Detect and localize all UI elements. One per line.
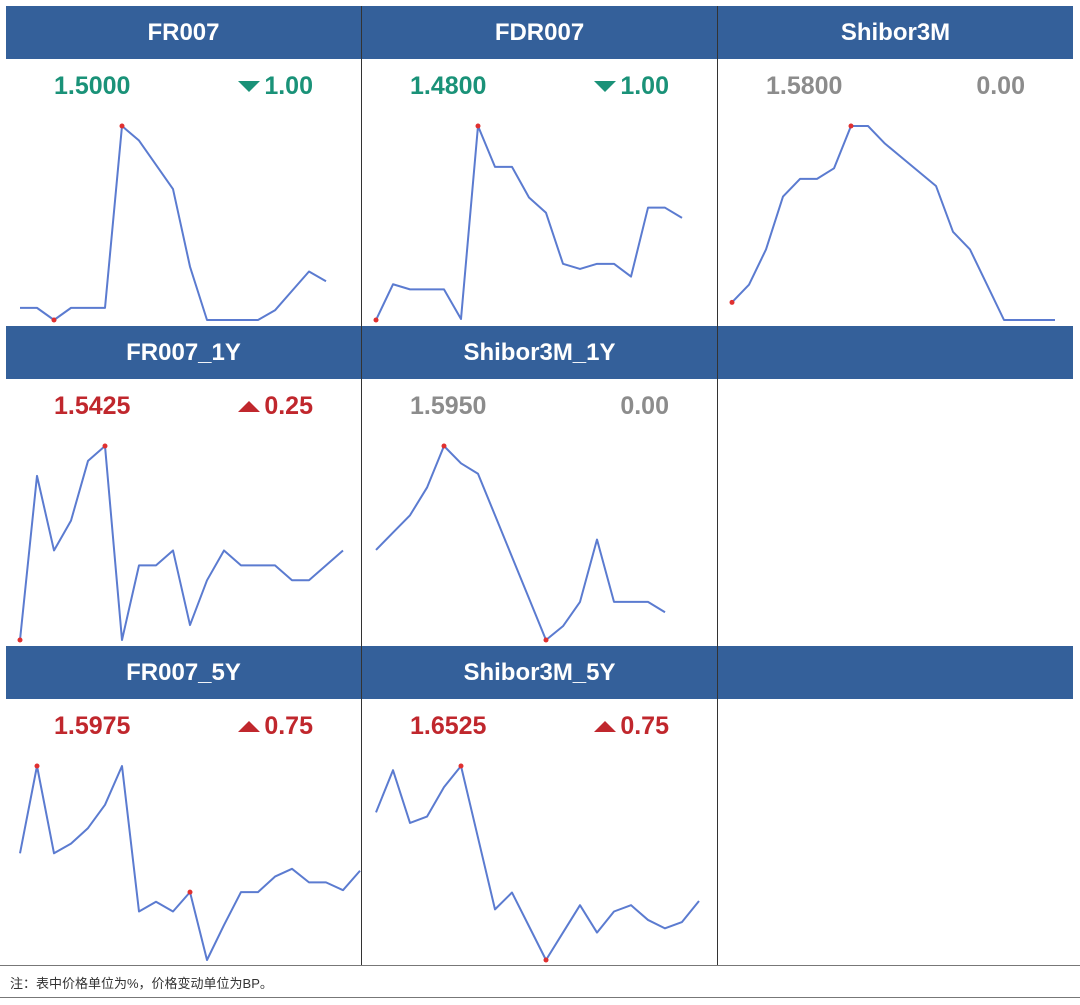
change-fr007: 1.00 xyxy=(238,72,313,101)
sparkline-shibor3m-5y xyxy=(375,763,700,963)
extreme-point-marker xyxy=(373,317,379,323)
value-shibor3m-1y: 1.5950 xyxy=(410,392,487,420)
cell-empty-2 xyxy=(718,646,1073,966)
change-fr007-1y: 0.25 xyxy=(238,392,313,421)
change-arrow-icon xyxy=(594,81,617,92)
change-value: 0.00 xyxy=(976,72,1025,100)
value-shibor3m: 1.5800 xyxy=(766,72,843,100)
change-arrow-icon xyxy=(238,401,261,412)
sparkline-fr007-1y xyxy=(17,443,344,643)
sparkline-fdr007 xyxy=(373,123,683,323)
header-shibor3m-1y: Shibor3M_1Y xyxy=(362,326,717,379)
extreme-point-marker xyxy=(34,763,40,769)
header-fr007-5y: FR007_5Y xyxy=(6,646,361,699)
change-value: 1.00 xyxy=(264,72,313,100)
change-arrow-icon xyxy=(594,721,617,732)
change-shibor3m-1y: 0.00 xyxy=(620,392,669,421)
extreme-point-marker xyxy=(729,299,735,305)
value-fdr007: 1.4800 xyxy=(410,72,487,100)
series-line xyxy=(19,445,344,641)
change-value: 0.75 xyxy=(620,712,669,740)
extreme-point-marker xyxy=(848,123,854,129)
value-fr007: 1.5000 xyxy=(54,72,131,100)
change-shibor3m: 0.00 xyxy=(976,72,1025,101)
sparkline-fr007 xyxy=(20,123,327,323)
header-fr007-1y: FR007_1Y xyxy=(6,326,361,379)
change-value: 0.00 xyxy=(620,392,669,420)
cell-fr007-5y: FR007_5Y 1.5975 0.75 xyxy=(6,646,361,966)
cell-empty-1 xyxy=(718,326,1073,646)
change-arrow-icon xyxy=(238,81,261,92)
extreme-point-marker xyxy=(187,889,193,895)
cell-fdr007: FDR007 1.4800 1.00 xyxy=(362,6,717,326)
change-value: 0.75 xyxy=(264,712,313,740)
extreme-point-marker xyxy=(119,123,125,129)
extreme-point-marker xyxy=(17,637,23,643)
extreme-point-marker xyxy=(543,957,549,963)
change-shibor3m-5y: 0.75 xyxy=(594,712,669,741)
header-fr007: FR007 xyxy=(6,6,361,59)
footnote-rule xyxy=(0,997,1080,998)
sparkline-shibor3m-1y xyxy=(375,443,666,643)
column-divider xyxy=(717,6,718,965)
value-fr007-1y: 1.5425 xyxy=(54,392,131,420)
change-fr007-5y: 0.75 xyxy=(238,712,313,741)
sparkline-shibor3m xyxy=(729,123,1055,321)
header-fdr007: FDR007 xyxy=(362,6,717,59)
cell-fr007-1y: FR007_1Y 1.5425 0.25 xyxy=(6,326,361,646)
extreme-point-marker xyxy=(475,123,481,129)
extreme-point-marker xyxy=(458,763,464,769)
change-value: 0.25 xyxy=(264,392,313,420)
value-fr007-5y: 1.5975 xyxy=(54,712,131,740)
extreme-point-marker xyxy=(51,317,57,323)
cell-shibor3m: Shibor3M 1.5800 0.00 xyxy=(718,6,1073,326)
extreme-point-marker xyxy=(543,637,549,643)
table-bottom-rule xyxy=(0,965,1080,966)
rates-grid: FR007 1.5000 1.00 FDR007 1.4800 1.00 Shi… xyxy=(6,6,1073,965)
change-value: 1.00 xyxy=(620,72,669,100)
header-shibor3m-5y: Shibor3M_5Y xyxy=(362,646,717,699)
change-fdr007: 1.00 xyxy=(594,72,669,101)
cell-fr007: FR007 1.5000 1.00 xyxy=(6,6,361,326)
extreme-point-marker xyxy=(441,443,447,449)
header-shibor3m: Shibor3M xyxy=(718,6,1073,59)
footnote: 注：表中价格单位为%，价格变动单位为BP。 xyxy=(10,976,273,991)
series-line xyxy=(375,125,683,321)
header-empty xyxy=(718,326,1073,379)
header-empty xyxy=(718,646,1073,699)
cell-shibor3m-1y: Shibor3M_1Y 1.5950 0.00 xyxy=(362,326,717,646)
series-line xyxy=(20,125,327,321)
value-shibor3m-5y: 1.6525 xyxy=(410,712,487,740)
series-line xyxy=(375,445,666,641)
column-divider xyxy=(361,6,362,965)
extreme-point-marker xyxy=(102,443,108,449)
series-line xyxy=(375,765,700,961)
cell-shibor3m-5y: Shibor3M_5Y 1.6525 0.75 xyxy=(362,646,717,966)
series-line xyxy=(19,765,361,961)
sparkline-fr007-5y xyxy=(19,763,361,961)
change-arrow-icon xyxy=(238,721,261,732)
series-line xyxy=(731,125,1055,321)
